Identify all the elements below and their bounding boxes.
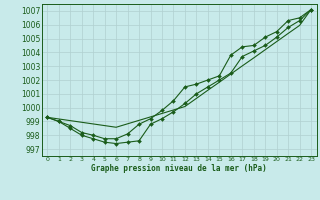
X-axis label: Graphe pression niveau de la mer (hPa): Graphe pression niveau de la mer (hPa) <box>91 164 267 173</box>
